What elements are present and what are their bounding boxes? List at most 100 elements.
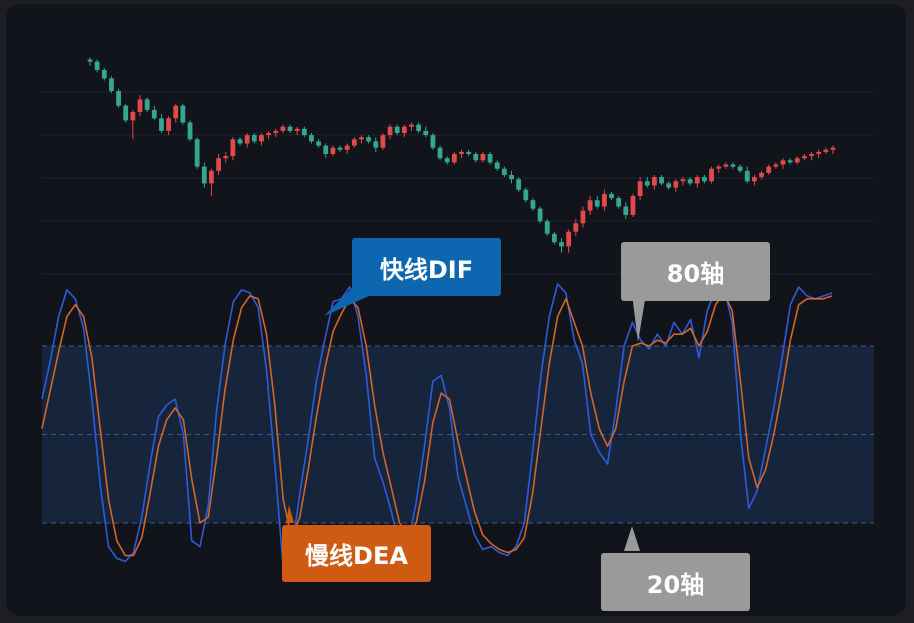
candle-body [130,112,136,121]
candle [351,137,357,148]
candle-body [587,200,593,211]
candle [830,145,836,154]
candle-body [680,179,686,182]
candle [494,160,500,171]
candle-body [666,183,672,188]
candle-body [294,128,300,131]
candle-body [351,139,357,146]
level-20-callout-pointer [624,526,640,551]
candle-body [266,133,272,136]
candle-body [594,200,600,207]
candle-body [187,122,193,140]
candle-body [494,162,500,169]
candle [359,135,364,144]
candle [723,162,729,169]
candle [166,116,171,136]
candle-body [423,130,429,136]
candle [94,59,100,73]
candle-body [209,170,214,184]
candle-body [809,154,814,157]
candle-body [144,99,150,110]
candle [587,196,593,215]
candle-body [251,135,257,142]
candle [823,147,829,154]
candle-body [201,166,207,184]
candlestick-series [87,57,836,253]
candle-body [287,126,293,131]
candle [223,151,229,163]
candle-body [773,164,779,167]
candle-body [94,61,100,70]
candle [344,143,350,154]
candle-body [394,126,400,133]
candle-body [551,233,557,243]
candle-body [716,166,722,169]
candle [537,206,543,224]
candle [173,103,179,123]
oscillator-lines [41,283,833,569]
candle-body [480,154,486,161]
candle [201,162,207,188]
candle-body [752,177,757,182]
candle-body [409,124,414,127]
candle [609,191,614,201]
candle-body [101,70,107,79]
candle-body [651,177,657,186]
candle [780,158,786,169]
level-20-callout: 20轴 [601,553,750,611]
candle-body [194,139,200,167]
candle [601,189,607,211]
candle-body [401,126,407,133]
candle-body [780,160,786,165]
candle-body [766,166,772,173]
candle [702,175,707,184]
candle [301,126,307,138]
candle-body [123,105,129,121]
dif-callout-label: 快线DIF [379,255,474,284]
candle [394,124,400,136]
candle-body [237,139,243,144]
candle [116,88,121,108]
candle [209,168,214,196]
candle [787,158,793,165]
candle [651,175,657,190]
candle [187,120,193,142]
candle [216,154,221,175]
level-80-callout-pointer [632,294,646,342]
candle-body [737,166,743,171]
candle [266,130,272,140]
candle [409,122,414,131]
candle [459,149,464,159]
candle-body [537,208,543,222]
candle [773,162,779,169]
candle [430,133,436,150]
candle-body [487,154,493,163]
candle [401,124,407,138]
candle-body [637,181,643,196]
candle [373,137,379,152]
candle [259,133,264,146]
candle-body [223,156,229,159]
candle [566,229,572,253]
candle [380,133,386,150]
candle [616,196,622,209]
candle [123,103,129,123]
candle-body [380,135,386,148]
candle-body [137,99,143,112]
candle [323,143,329,159]
candle-body [373,141,379,148]
candle [509,170,514,184]
candle-body [451,154,457,163]
candle [716,164,722,173]
candle [244,133,250,148]
candle [387,124,393,140]
candle [180,103,186,125]
candle [237,137,243,146]
candle-body [616,198,622,207]
candle-body [673,181,679,188]
candle-body [694,177,700,184]
candle [530,198,536,211]
candle [501,166,507,178]
candle-body [301,128,307,136]
candle [480,151,486,163]
